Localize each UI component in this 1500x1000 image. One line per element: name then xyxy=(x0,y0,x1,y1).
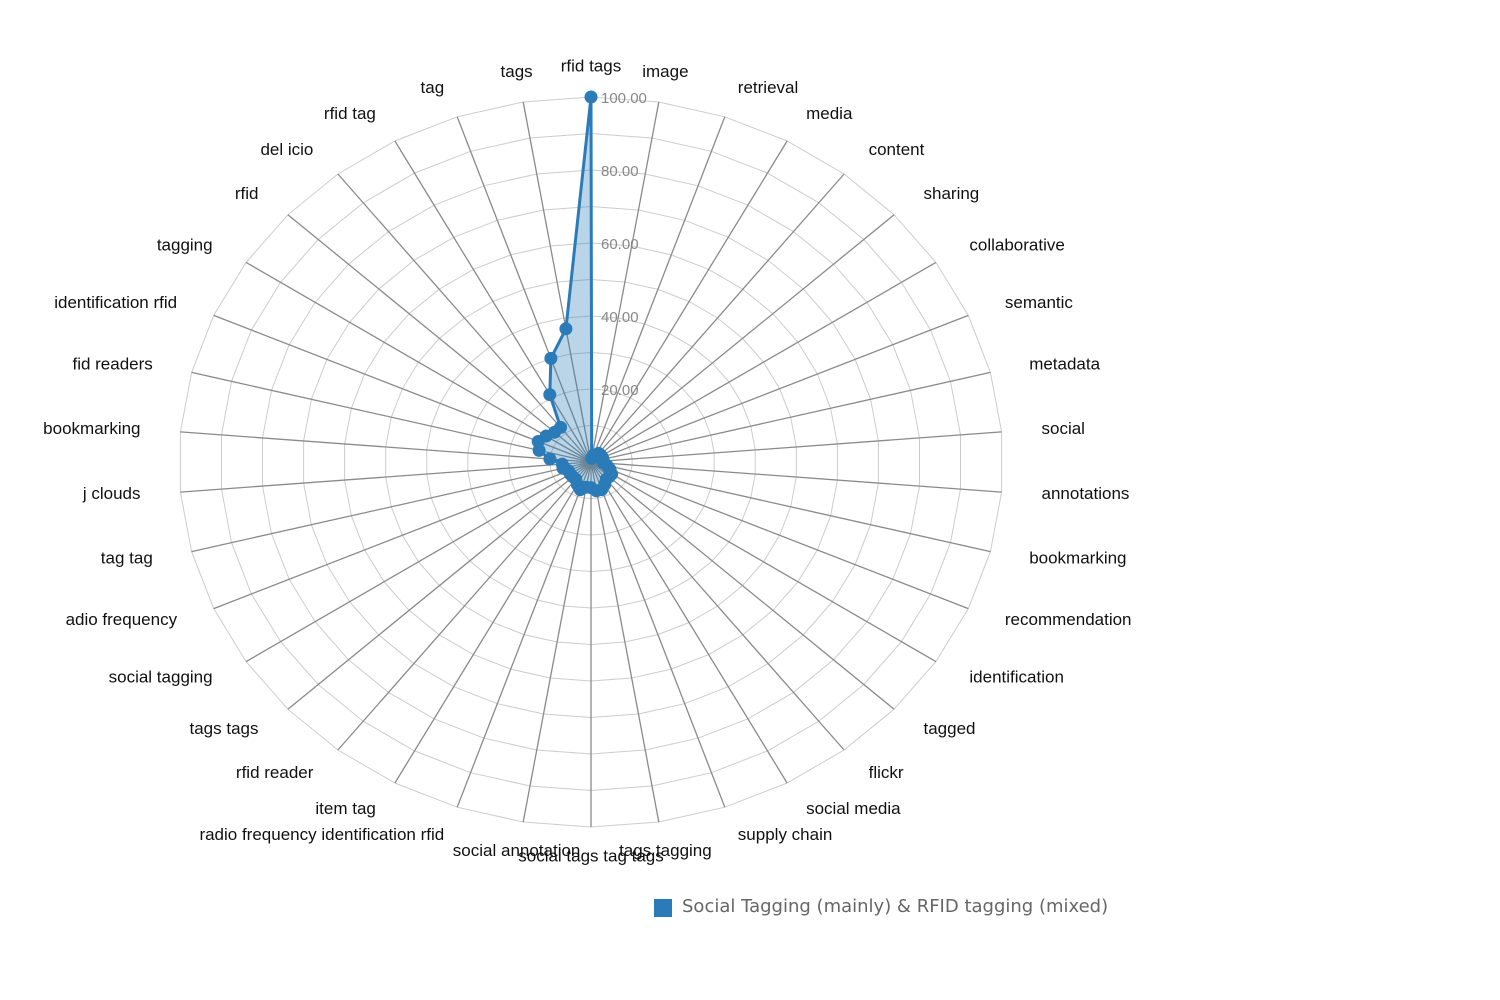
axis-label: rfid xyxy=(235,184,259,203)
radar-grid xyxy=(179,96,1003,828)
axis-label: fid readers xyxy=(72,354,152,373)
grid-spoke xyxy=(245,461,592,663)
data-point xyxy=(584,90,598,104)
grid-spoke xyxy=(590,314,969,463)
grid-spoke xyxy=(590,461,845,751)
grid-spoke xyxy=(287,461,592,710)
axis-label: tagging xyxy=(157,235,213,254)
grid-spoke xyxy=(456,116,592,463)
axis-label: adio frequency xyxy=(66,610,178,629)
axis-label: sharing xyxy=(924,184,980,203)
grid-spoke xyxy=(180,431,592,463)
axis-label: bookmarking xyxy=(43,419,140,438)
legend-label: Social Tagging (mainly) & RFID tagging (… xyxy=(682,896,1108,917)
data-point xyxy=(544,351,558,365)
grid-spoke xyxy=(590,173,845,463)
grid-spoke xyxy=(590,431,1002,463)
axis-label: social xyxy=(1042,419,1085,438)
grid-spoke xyxy=(394,140,592,463)
axis-label: social annotation xyxy=(453,841,581,860)
grid-spoke xyxy=(213,314,592,463)
grid-spoke xyxy=(590,214,895,463)
axis-label: j clouds xyxy=(82,484,141,503)
axis-label: social tags tag tags xyxy=(518,846,664,865)
axis-label: tag tag xyxy=(101,548,153,567)
axis-label: identification rfid xyxy=(54,293,177,312)
axis-label: rfid tags xyxy=(561,56,621,75)
axis-label: identification xyxy=(969,667,1064,686)
axis-label: item tag xyxy=(315,799,375,818)
grid-spoke xyxy=(590,140,788,463)
grid-spoke xyxy=(590,116,726,463)
axis-label: bookmarking xyxy=(1029,548,1126,567)
series-layer xyxy=(531,90,619,498)
grid-spoke xyxy=(337,461,592,751)
grid-spoke xyxy=(287,214,592,463)
axis-label: rfid reader xyxy=(236,763,314,782)
grid-spoke xyxy=(590,461,726,808)
axis-label: collaborative xyxy=(969,235,1064,254)
axis-label: tags xyxy=(501,62,533,81)
axis-label: tags tagging xyxy=(619,841,712,860)
data-point xyxy=(543,388,557,402)
legend[interactable]: Social Tagging (mainly) & RFID tagging (… xyxy=(654,896,1108,917)
axis-label: flickr xyxy=(869,763,904,782)
axis-label: metadata xyxy=(1029,354,1100,373)
data-point xyxy=(559,322,573,336)
grid-spoke xyxy=(180,461,592,493)
axis-label: annotations xyxy=(1042,484,1130,503)
axis-label: rfid tag xyxy=(324,104,376,123)
axis-label: tags tags xyxy=(190,719,259,738)
axis-label: tag xyxy=(421,78,445,97)
grid-spoke xyxy=(590,461,660,823)
tick-label: 80.00 xyxy=(601,163,639,180)
grid-spoke xyxy=(245,261,592,463)
axis-label: media xyxy=(806,104,853,123)
grid-spoke xyxy=(590,461,991,553)
data-point xyxy=(554,420,568,434)
data-point xyxy=(555,457,569,471)
grid-spoke xyxy=(456,461,592,808)
axis-label: content xyxy=(869,140,925,159)
tick-label: 40.00 xyxy=(601,309,639,326)
axis-label: retrieval xyxy=(738,78,798,97)
grid-spoke xyxy=(590,461,895,710)
axis-label: social tagging xyxy=(109,667,213,686)
axis-label: radio frequency identification rfid xyxy=(199,825,444,844)
axis-label: image xyxy=(642,62,688,81)
axis-label: recommendation xyxy=(1005,610,1132,629)
axis-label: tagged xyxy=(924,719,976,738)
grid-spoke xyxy=(590,461,788,784)
grid-spoke xyxy=(522,461,592,823)
grid-spoke xyxy=(394,461,592,784)
grid-spoke xyxy=(337,173,592,463)
grid-spoke xyxy=(590,371,991,463)
grid-spoke xyxy=(213,461,592,610)
grid-spoke xyxy=(590,101,660,463)
axis-label: supply chain xyxy=(738,825,833,844)
axis-label: del icio xyxy=(260,140,313,159)
grid-spoke xyxy=(590,261,937,463)
axis-labels: rfid tags image retrieval media content shari… xyxy=(43,56,1131,865)
tick-label: 60.00 xyxy=(601,236,639,253)
grid-spoke xyxy=(590,461,1002,493)
tick-label: 100.00 xyxy=(601,90,647,107)
grid-spoke xyxy=(590,461,969,610)
grid-spoke xyxy=(191,371,592,463)
grid-spoke xyxy=(191,461,592,553)
grid-spoke xyxy=(522,101,592,463)
radial-tick-labels: 20.00 40.00 60.00 80.00 100.00 xyxy=(601,90,647,399)
legend-swatch xyxy=(654,899,672,917)
grid-spoke xyxy=(590,461,937,663)
axis-label: semantic xyxy=(1005,293,1074,312)
data-point xyxy=(543,452,557,466)
axis-label: social media xyxy=(806,799,901,818)
tick-label: 20.00 xyxy=(601,382,639,399)
